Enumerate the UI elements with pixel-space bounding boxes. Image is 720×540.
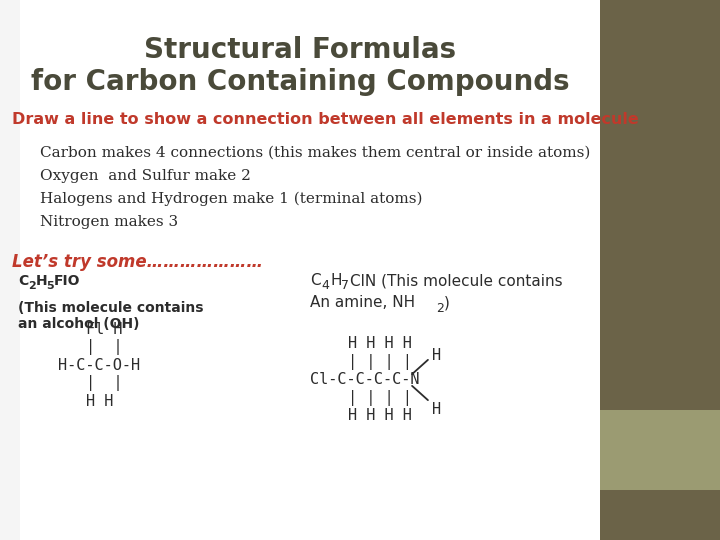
Bar: [600, 410, 720, 490]
Text: Nitrogen makes 3: Nitrogen makes 3: [40, 215, 178, 229]
Text: H: H: [36, 274, 48, 288]
Text: H: H: [330, 273, 341, 288]
Text: an alcohol (OH): an alcohol (OH): [18, 317, 140, 331]
Text: ): ): [444, 295, 450, 310]
Text: H-C-C-O-H: H-C-C-O-H: [58, 357, 140, 373]
Text: |  |: | |: [86, 375, 122, 391]
Bar: [0, 0, 20, 540]
Text: 4: 4: [321, 279, 329, 292]
Text: Cl-C-C-C-C-N: Cl-C-C-C-C-N: [310, 373, 420, 388]
Text: Fl H: Fl H: [86, 321, 122, 336]
Text: 2: 2: [28, 281, 36, 291]
Text: C: C: [310, 273, 320, 288]
Text: 5: 5: [46, 281, 53, 291]
Text: Let’s try some…………………: Let’s try some…………………: [12, 253, 263, 271]
Text: Oxygen  and Sulfur make 2: Oxygen and Sulfur make 2: [40, 169, 251, 183]
Text: for Carbon Containing Compounds: for Carbon Containing Compounds: [31, 68, 570, 96]
Text: H: H: [432, 348, 441, 363]
Text: H: H: [432, 402, 441, 417]
Text: FIO: FIO: [54, 274, 81, 288]
Text: 7: 7: [341, 279, 349, 292]
Text: H H: H H: [86, 394, 113, 408]
Text: An amine, NH: An amine, NH: [310, 295, 415, 310]
Bar: [0, 0, 600, 540]
Text: C: C: [18, 274, 28, 288]
Text: Structural Formulas: Structural Formulas: [144, 36, 456, 64]
Text: Draw a line to show a connection between all elements in a molecule: Draw a line to show a connection between…: [12, 112, 639, 127]
Text: | | | |: | | | |: [348, 390, 412, 406]
Text: H H H H: H H H H: [348, 408, 412, 423]
Text: | | | |: | | | |: [348, 354, 412, 370]
Text: H H H H: H H H H: [348, 336, 412, 352]
Text: (This molecule contains: (This molecule contains: [18, 301, 204, 315]
Text: Carbon makes 4 connections (this makes them central or inside atoms): Carbon makes 4 connections (this makes t…: [40, 146, 590, 160]
Text: ClN (This molecule contains: ClN (This molecule contains: [350, 273, 562, 288]
Text: Halogens and Hydrogen make 1 (terminal atoms): Halogens and Hydrogen make 1 (terminal a…: [40, 192, 423, 206]
Bar: [600, 0, 720, 540]
Text: |  |: | |: [86, 339, 122, 355]
Text: 2: 2: [436, 302, 444, 315]
